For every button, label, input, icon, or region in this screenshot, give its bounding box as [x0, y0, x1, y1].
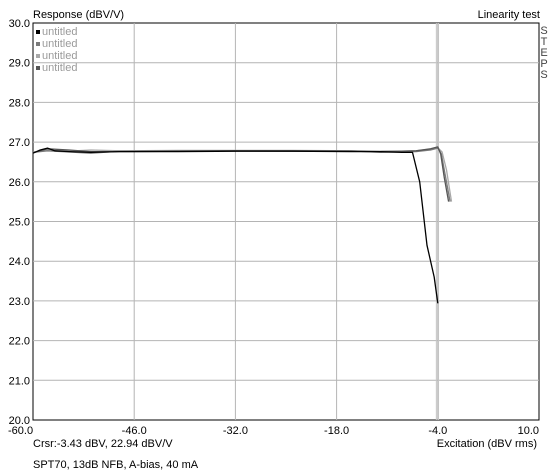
legend-swatch [36, 54, 40, 58]
y-tick-label: 20.0 [9, 415, 30, 427]
y-tick-label: 27.0 [9, 137, 30, 149]
y-tick-label: 26.0 [9, 177, 30, 189]
steps-letter: S [540, 25, 547, 37]
steps-letter: T [541, 36, 548, 48]
y-tick-labels: 20.0 21.0 22.0 23.0 24.0 25.0 26.0 27.0 28.0 29.0… [9, 18, 30, 427]
cursor-lines[interactable] [435, 23, 440, 420]
legend-label: untitled [42, 62, 77, 74]
caption: SPT70, 13dB NFB, A-bias, 40 mA [33, 459, 199, 471]
legend-label: untitled [42, 26, 77, 38]
y-tick-label: 23.0 [9, 296, 30, 308]
steps-letter: E [540, 47, 547, 59]
legend-label: untitled [42, 50, 77, 62]
legend-swatch [36, 66, 40, 70]
steps-letter: S [540, 69, 547, 81]
x-tick-label: -18.0 [324, 425, 349, 437]
y-tick-label: 30.0 [9, 18, 30, 30]
y-tick-label: 28.0 [9, 97, 30, 109]
legend-swatch [36, 30, 40, 34]
y-tick-label: 22.0 [9, 336, 30, 348]
y-axis-label: Response (dBV/V) [33, 9, 124, 21]
y-tick-label: 25.0 [9, 217, 30, 229]
legend-swatch [36, 42, 40, 46]
x-tick-label: -4.0 [428, 425, 447, 437]
legend-label: untitled [42, 38, 77, 50]
x-tick-label: 10.0 [518, 425, 539, 437]
x-axis-label: Excitation (dBV rms) [437, 438, 537, 450]
vertical-gridlines [133, 23, 439, 420]
y-tick-label: 29.0 [9, 58, 30, 70]
x-tick-labels: -60.0 -46.0 -32.0 -18.0 -4.0 10.0 [8, 425, 539, 437]
steps-letter: P [540, 58, 547, 70]
horizontal-gridlines [33, 62, 539, 381]
x-tick-label: -60.0 [8, 425, 33, 437]
series-line [32, 147, 439, 304]
series-layer [32, 146, 453, 304]
y-tick-label: 24.0 [9, 256, 30, 268]
cursor-readout: Crsr:-3.43 dBV, 22.94 dBV/V [33, 438, 173, 450]
chart-title: Linearity test [478, 9, 540, 21]
y-tick-label: 21.0 [9, 375, 30, 387]
x-tick-label: -32.0 [223, 425, 248, 437]
x-tick-label: -46.0 [122, 425, 147, 437]
